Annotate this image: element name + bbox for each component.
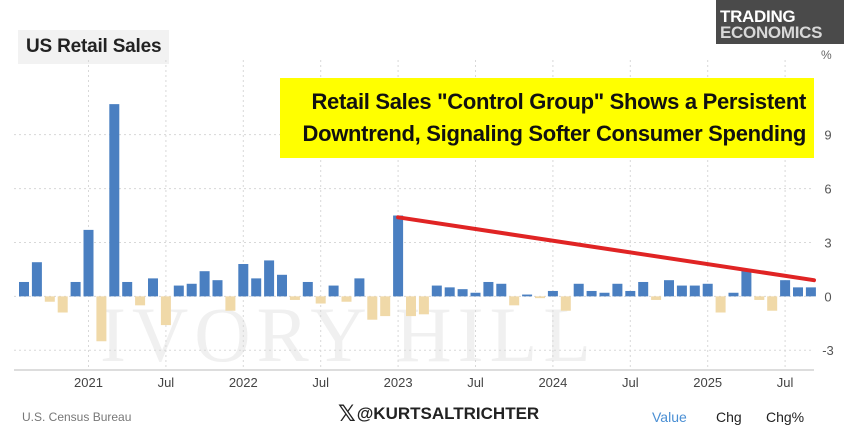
bar: [148, 278, 158, 297]
x-logo-icon: 𝕏: [338, 401, 356, 426]
bar: [70, 281, 81, 297]
bar: [522, 294, 533, 297]
bar: [651, 296, 662, 300]
bar: [302, 281, 313, 297]
bar: [367, 296, 378, 320]
bar: [83, 229, 94, 297]
logo-line-2: ECONOMICS: [720, 23, 823, 42]
x-tick-label: Jul: [312, 375, 329, 390]
bar: [160, 296, 171, 326]
bar: [431, 285, 442, 297]
bar: [728, 292, 739, 297]
handle-text: @KURTSALTRICHTER: [356, 404, 540, 423]
bar: [586, 290, 597, 297]
bar: [186, 283, 197, 297]
bar: [457, 289, 468, 297]
y-tick-label: -3: [822, 343, 834, 358]
x-tick-label: 2022: [229, 375, 258, 390]
bar: [612, 283, 623, 297]
bar: [470, 292, 481, 297]
bar: [741, 269, 752, 297]
bar: [418, 296, 429, 315]
logo-line-1: TRADING: [720, 7, 796, 26]
x-tick-label: Jul: [777, 375, 794, 390]
callout-line-2: Downtrend, Signaling Softer Consumer Spe…: [302, 121, 806, 146]
bar: [767, 296, 778, 311]
trend-line: [396, 215, 816, 283]
author-handle: 𝕏@KURTSALTRICHTER: [338, 401, 539, 427]
x-tick-label: Jul: [622, 375, 639, 390]
bar: [535, 296, 545, 299]
bar: [689, 285, 700, 297]
bar: [96, 296, 107, 342]
y-tick-label: 6: [824, 182, 831, 197]
bar: [251, 278, 262, 297]
bar: [483, 281, 494, 297]
x-tick-label: 2023: [384, 375, 413, 390]
bar: [341, 296, 352, 302]
y-tick-label: 0: [824, 289, 831, 304]
bar: [264, 260, 275, 297]
chart-title: US Retail Sales: [18, 30, 170, 64]
y-tick-label: 9: [824, 128, 831, 143]
x-tick-label: 2021: [74, 375, 103, 390]
bar: [664, 280, 674, 297]
bar: [212, 280, 223, 297]
bar: [277, 274, 287, 297]
bar: [31, 262, 42, 297]
bar: [44, 296, 55, 302]
toggle-chg[interactable]: Chg: [716, 409, 742, 425]
bar: [238, 264, 249, 297]
bar: [638, 281, 649, 297]
bar: [547, 290, 558, 297]
bar: [793, 287, 803, 297]
bar: [199, 271, 210, 297]
bar: [780, 280, 791, 297]
bar: [109, 104, 120, 297]
callout-line-1: Retail Sales "Control Group" Shows a Per…: [311, 89, 806, 114]
bar: [560, 296, 571, 311]
bar: [315, 296, 326, 304]
bar: [289, 296, 300, 300]
y-unit-label: %: [821, 48, 832, 62]
bar: [805, 287, 816, 297]
bar: [225, 296, 236, 311]
toggle-value[interactable]: Value: [652, 409, 687, 425]
bar: [496, 283, 507, 297]
bar: [444, 287, 455, 297]
source-label[interactable]: U.S. Census Bureau: [22, 410, 132, 424]
x-tick-label: 2025: [693, 375, 722, 390]
callout-box: Retail Sales "Control Group" Shows a Per…: [280, 78, 814, 158]
bar: [122, 281, 133, 297]
trading-economics-logo[interactable]: TRADING ECONOMICS: [716, 0, 844, 44]
bar: [573, 283, 584, 297]
bar: [599, 292, 610, 297]
bar: [380, 296, 391, 317]
bar: [173, 285, 184, 297]
bar: [328, 285, 339, 297]
x-tick-label: Jul: [467, 375, 484, 390]
bar: [715, 296, 726, 313]
bar: [702, 283, 713, 297]
x-tick-label: 2024: [538, 375, 567, 390]
watermark-text: IVORY HILL: [100, 291, 597, 378]
bar: [406, 296, 416, 317]
bar: [57, 296, 68, 313]
toggle-chg-percent[interactable]: Chg%: [766, 409, 805, 425]
y-tick-label: 3: [824, 235, 831, 250]
bar: [754, 296, 765, 300]
bar: [354, 278, 365, 297]
bar: [135, 296, 146, 306]
bar: [509, 296, 520, 306]
bar: [393, 215, 404, 297]
bar: [19, 281, 29, 297]
bar: [625, 290, 636, 297]
x-tick-label: Jul: [158, 375, 175, 390]
bar: [676, 285, 687, 297]
